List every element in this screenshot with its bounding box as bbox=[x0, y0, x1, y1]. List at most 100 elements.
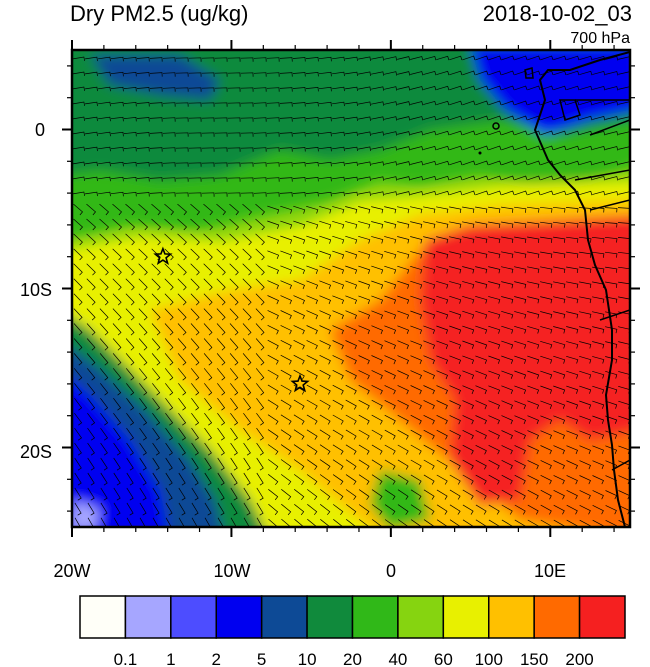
wind-barb bbox=[73, 323, 83, 336]
wind-barb bbox=[527, 430, 539, 440]
wind-barb bbox=[462, 100, 476, 106]
wind-barb bbox=[332, 355, 344, 365]
wind-barb bbox=[553, 251, 566, 258]
wind-barb bbox=[214, 57, 228, 62]
wind-barb bbox=[501, 221, 514, 228]
wind-barb bbox=[217, 502, 225, 516]
wind-barb bbox=[266, 147, 280, 152]
colorbar-swatch bbox=[260, 595, 308, 639]
pm25-field bbox=[72, 50, 630, 527]
wind-barb bbox=[579, 341, 592, 349]
wind-barb bbox=[305, 117, 319, 122]
wind-barb bbox=[74, 472, 82, 486]
wind-barb bbox=[256, 487, 264, 501]
wind-barb bbox=[358, 116, 371, 121]
wind-barb bbox=[201, 117, 215, 122]
wind-barb bbox=[85, 86, 98, 92]
wind-barb bbox=[229, 218, 239, 231]
wind-barb bbox=[243, 457, 251, 471]
wind-barb bbox=[99, 263, 109, 276]
wind-barb bbox=[242, 293, 252, 306]
wind-barb bbox=[605, 71, 619, 76]
wind-barb bbox=[384, 444, 396, 455]
wind-barb bbox=[397, 265, 410, 274]
wind-barb bbox=[190, 278, 200, 291]
wind-barb bbox=[384, 370, 396, 380]
wind-barb bbox=[527, 489, 539, 500]
wind-barb bbox=[190, 218, 200, 231]
wind-barb bbox=[73, 308, 83, 321]
wind-barb bbox=[514, 400, 527, 410]
wind-barb bbox=[462, 85, 476, 91]
wind-barb bbox=[462, 145, 476, 151]
wind-barb bbox=[410, 251, 423, 259]
wind-barb bbox=[293, 339, 305, 350]
wind-barb bbox=[204, 457, 212, 471]
wind-barb bbox=[553, 175, 567, 181]
wind-barb bbox=[475, 504, 487, 515]
wind-barb bbox=[592, 504, 604, 515]
wind-barb bbox=[306, 235, 319, 244]
wind-barb bbox=[204, 442, 212, 456]
wind-barb bbox=[423, 221, 436, 229]
wind-barb bbox=[229, 323, 239, 336]
wind-barb bbox=[501, 489, 513, 500]
wind-barb bbox=[293, 369, 305, 380]
lon-label-0: 0 bbox=[386, 561, 396, 581]
wind-barb bbox=[98, 116, 111, 122]
colorbar-label: 5 bbox=[257, 650, 266, 667]
wind-barb bbox=[514, 85, 528, 91]
wind-barb bbox=[99, 353, 109, 366]
wind-barb bbox=[410, 146, 424, 151]
wind-barb bbox=[514, 190, 528, 196]
wind-barb bbox=[280, 459, 292, 471]
wind-barb bbox=[306, 310, 318, 320]
wind-barb bbox=[514, 206, 527, 213]
wind-barb bbox=[138, 353, 148, 366]
wind-barb bbox=[74, 517, 81, 527]
wind-barb bbox=[85, 101, 98, 107]
wind-barb bbox=[74, 457, 82, 471]
wind-barb bbox=[98, 131, 111, 137]
wind-barb bbox=[177, 323, 187, 336]
wind-barb bbox=[293, 399, 305, 410]
wind-barb bbox=[553, 475, 565, 485]
wind-barb bbox=[436, 504, 448, 515]
wind-barb bbox=[527, 85, 541, 91]
wind-barb bbox=[449, 474, 461, 485]
wind-barb bbox=[527, 160, 541, 166]
wind-barb bbox=[449, 310, 462, 319]
wind-barb bbox=[423, 206, 436, 214]
wind-barb bbox=[462, 489, 474, 500]
wind-barb bbox=[201, 57, 215, 62]
wind-barb bbox=[112, 293, 122, 306]
wind-barb bbox=[566, 460, 578, 470]
wind-barb bbox=[138, 293, 148, 306]
wind-barb bbox=[125, 353, 135, 366]
wind-barb bbox=[240, 57, 254, 62]
wind-barb bbox=[527, 70, 541, 76]
wind-barb bbox=[217, 427, 225, 441]
wind-barb bbox=[553, 489, 565, 500]
colorbar-swatch bbox=[397, 595, 445, 639]
wind-barb bbox=[267, 265, 279, 275]
wind-barb bbox=[86, 308, 96, 321]
wind-barb bbox=[540, 296, 553, 304]
wind-barb bbox=[371, 370, 383, 380]
wind-barb bbox=[72, 86, 85, 91]
wind-barb bbox=[242, 263, 252, 276]
pressure-level-label: 700 hPa bbox=[570, 30, 630, 47]
wind-barb bbox=[138, 278, 148, 291]
wind-barb bbox=[501, 175, 515, 181]
wind-barb bbox=[605, 161, 619, 166]
wind-barb bbox=[566, 160, 580, 166]
wind-barb bbox=[85, 146, 98, 152]
wind-barb bbox=[605, 146, 619, 151]
wind-barb bbox=[566, 100, 580, 106]
wind-barb bbox=[488, 115, 502, 121]
wind-barb bbox=[165, 412, 174, 426]
wind-barb bbox=[217, 442, 225, 456]
wind-barb bbox=[332, 116, 345, 122]
wind-barb bbox=[332, 295, 345, 305]
wind-barb bbox=[397, 146, 411, 151]
